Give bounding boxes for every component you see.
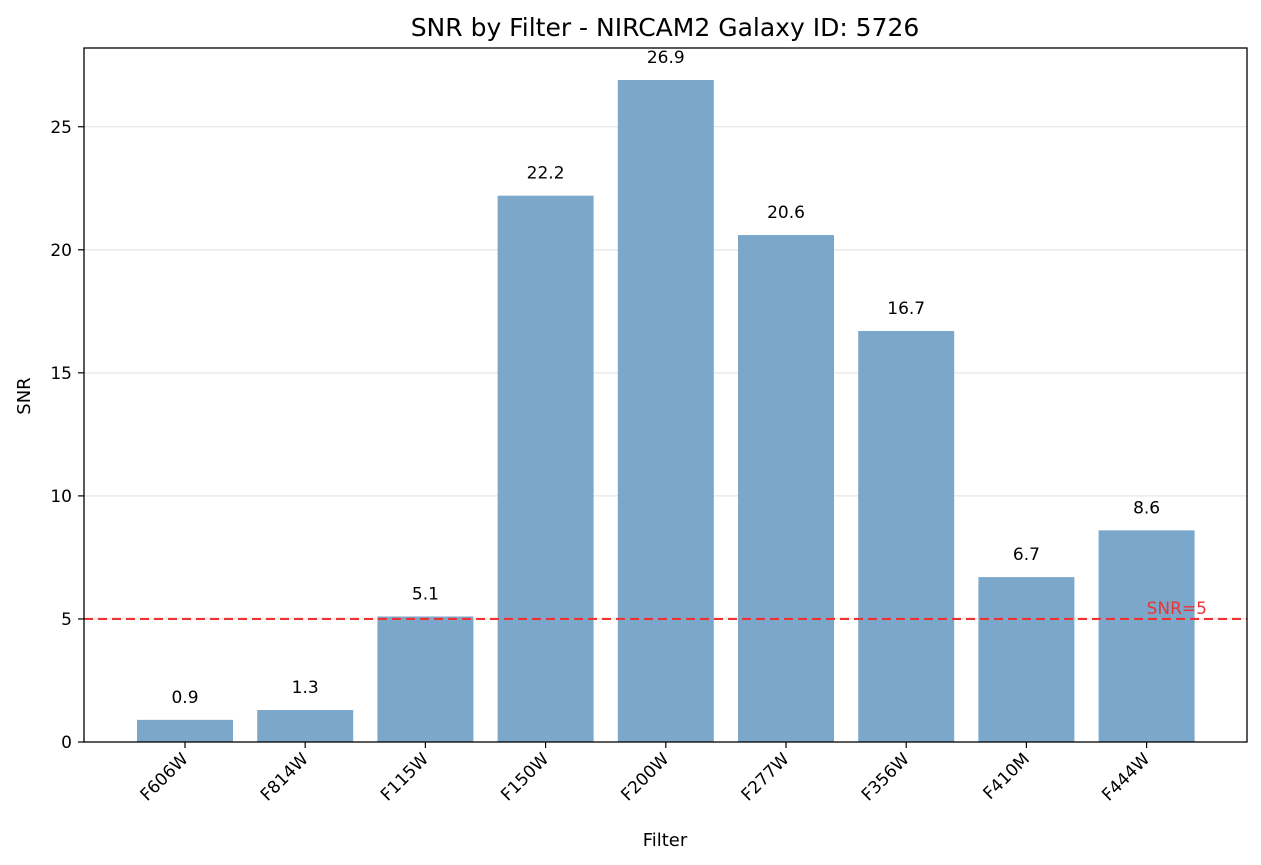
x-tick-label: F356W (858, 749, 914, 805)
data-label: 0.9 (171, 688, 198, 708)
data-label: 6.7 (1013, 545, 1040, 565)
bar (1098, 530, 1195, 742)
bar (497, 195, 594, 743)
data-label: 5.1 (412, 584, 439, 604)
data-label: 26.9 (647, 48, 685, 68)
x-tick-label: F200W (617, 749, 673, 805)
data-label: 20.6 (767, 203, 805, 223)
chart-title: SNR by Filter - NIRCAM2 Galaxy ID: 5726 (411, 13, 920, 42)
bar (377, 616, 474, 742)
bar (738, 235, 834, 742)
x-tick-label: F814W (257, 749, 313, 805)
x-tick-label: F115W (377, 749, 433, 805)
x-axis-label: Filter (643, 830, 688, 851)
y-tick-label: 0 (61, 733, 72, 753)
x-tick-label: F277W (738, 749, 794, 805)
data-label: 8.6 (1133, 498, 1160, 518)
y-tick-label: 15 (50, 364, 72, 384)
x-tick-label: F150W (497, 749, 553, 805)
data-label: 1.3 (292, 678, 319, 698)
y-axis-label: SNR (14, 377, 35, 414)
data-labels: 0.9 1.3 5.1 22.2 26.9 20.6 16.7 6.7 8.6 (171, 48, 1160, 708)
data-label: 22.2 (527, 164, 565, 184)
bar (617, 79, 714, 742)
reference-line-group: SNR=5 (84, 599, 1247, 621)
x-tick-label: F444W (1098, 749, 1154, 805)
data-label: 16.7 (887, 299, 925, 319)
y-tick-label: 20 (50, 241, 72, 261)
bar (257, 710, 354, 742)
x-tick-label: F606W (137, 749, 193, 805)
x-axis-ticks: F606W F814W F115W F150W F200W F277W F356W F410M… (137, 742, 1154, 805)
y-tick-label: 25 (50, 118, 72, 138)
x-tick-label: F410M (980, 749, 1034, 803)
bar (137, 719, 233, 742)
bars (137, 79, 1195, 743)
reference-line-label: SNR=5 (1147, 599, 1207, 619)
bar (858, 331, 955, 742)
y-tick-label: 10 (50, 487, 72, 507)
y-tick-label: 5 (61, 610, 72, 630)
bar (978, 577, 1075, 742)
y-axis-ticks: 0 5 10 15 20 25 (50, 118, 84, 753)
